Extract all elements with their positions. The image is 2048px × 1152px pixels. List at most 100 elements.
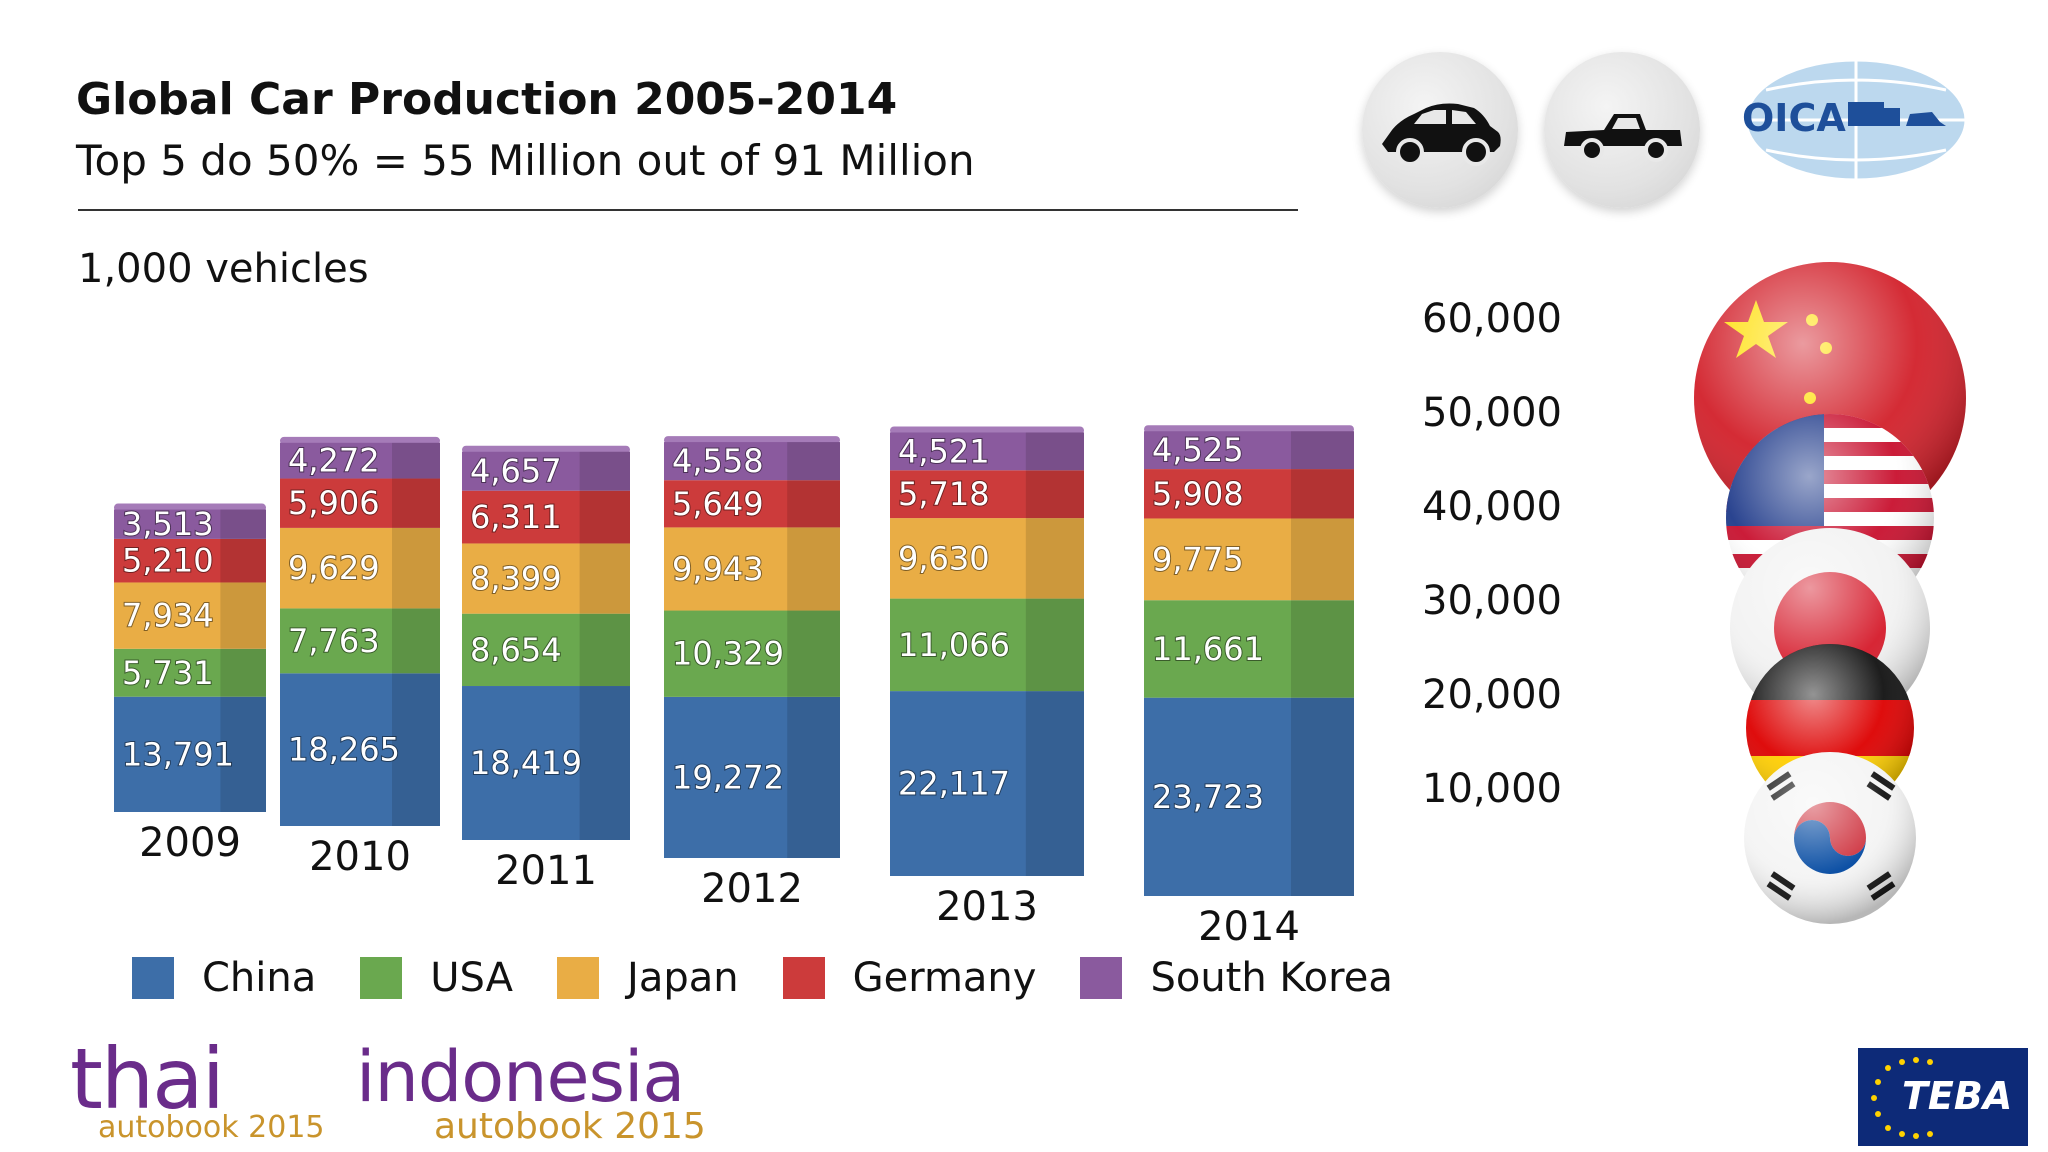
y-tick-60000: 60,000 <box>1422 296 1562 342</box>
bar-shade <box>1291 697 1354 896</box>
bar-label-japan-2012: 9,943 <box>672 550 764 588</box>
bar-label-japan-2014: 9,775 <box>1152 540 1244 578</box>
bar-label-china-2014: 23,723 <box>1152 778 1264 816</box>
country-flags <box>1694 262 1966 924</box>
bar-label-usa-2012: 10,329 <box>672 635 784 673</box>
car-icon <box>1362 52 1518 208</box>
legend-label: Germany <box>852 955 1037 1001</box>
legend-swatch <box>557 957 600 999</box>
bar-2012: 19,272 10,329 9,943 5,649 4,558 <box>664 436 840 858</box>
bar-shade <box>220 582 266 649</box>
bar-shade <box>220 648 266 697</box>
bar-shade <box>787 527 840 611</box>
bar-label-south-korea-2011: 4,657 <box>470 452 562 490</box>
chart-subtitle: Top 5 do 50% = 55 Million out of 91 Mill… <box>76 136 975 185</box>
bar-shade <box>1025 432 1084 471</box>
bar-shade <box>1025 691 1084 876</box>
bar-segment-usa-2010 <box>280 608 440 674</box>
bar-shade <box>579 543 630 614</box>
y-tick-10000: 10,000 <box>1422 766 1562 812</box>
title-divider <box>78 209 1298 211</box>
bar-label-germany-2011: 6,311 <box>470 498 562 536</box>
bar-label-china-2012: 19,272 <box>672 758 784 796</box>
bar-shade <box>787 696 840 858</box>
bar-shade <box>1025 518 1084 599</box>
bar-shade <box>392 478 440 528</box>
y-tick-50000: 50,000 <box>1422 390 1562 436</box>
bar-label-usa-2009: 5,731 <box>122 654 214 692</box>
bar-segment-usa-2009 <box>114 648 266 697</box>
bar-segment-germany-2014 <box>1144 469 1354 519</box>
thai-autobook-subtitle: autobook 2015 <box>98 1110 325 1145</box>
bar-segment-south-korea-2014 <box>1144 431 1354 470</box>
y-tick-30000: 30,000 <box>1422 578 1562 624</box>
bar-label-japan-2013: 9,630 <box>898 539 990 577</box>
bar-label-china-2011: 18,419 <box>470 744 582 782</box>
x-tick-2013: 2013 <box>936 884 1038 930</box>
bar-label-south-korea-2013: 4,521 <box>898 432 990 470</box>
y-tick-20000: 20,000 <box>1422 672 1562 718</box>
bar-2014: 23,723 11,661 9,775 5,908 4,525 <box>1144 425 1354 896</box>
bar-label-south-korea-2014: 4,525 <box>1152 431 1244 469</box>
bar-shade <box>1291 469 1354 519</box>
bar-label-japan-2011: 8,399 <box>470 560 562 598</box>
bar-segment-usa-2012 <box>664 610 840 697</box>
legend-item-japan: Japan <box>557 955 739 1001</box>
legend-swatch <box>360 957 403 999</box>
bar-shade <box>579 490 630 544</box>
legend-label: USA <box>430 955 514 1001</box>
legend-swatch <box>782 957 825 999</box>
bar-label-germany-2014: 5,908 <box>1152 475 1244 513</box>
legend-label: South Korea <box>1150 955 1393 1001</box>
bar-segment-japan-2013 <box>890 518 1084 599</box>
bar-label-china-2009: 13,791 <box>122 735 234 773</box>
bar-2011: 18,419 8,654 8,399 6,311 4,657 <box>462 445 630 840</box>
bar-label-usa-2010: 7,763 <box>288 622 380 660</box>
legend: China USA Japan Germany South Korea <box>132 955 1437 1001</box>
x-tick-2014: 2014 <box>1198 904 1300 950</box>
unit-label: 1,000 vehicles <box>78 246 369 292</box>
bar-label-south-korea-2012: 4,558 <box>672 442 764 480</box>
bar-segment-south-korea-2013 <box>890 432 1084 471</box>
bar-segment-germany-2012 <box>664 480 840 528</box>
bar-segment-china-2012 <box>664 696 840 858</box>
x-tick-2009: 2009 <box>139 820 241 866</box>
bar-label-germany-2013: 5,718 <box>898 475 990 513</box>
bar-shade <box>392 442 440 479</box>
bar-segment-japan-2012 <box>664 527 840 611</box>
bar-segment-japan-2014 <box>1144 518 1354 601</box>
chart-title: Global Car Production 2005-2014 <box>76 74 898 125</box>
bar-shade <box>392 527 440 609</box>
bar-shade <box>1025 470 1084 519</box>
bar-segment-china-2009 <box>114 696 266 812</box>
bar-label-usa-2013: 11,066 <box>898 626 1010 664</box>
bar-shade <box>1291 431 1354 470</box>
bar-shade <box>787 610 840 697</box>
bar-segment-south-korea-2011 <box>462 451 630 491</box>
x-tick-2011: 2011 <box>495 848 597 894</box>
bar-shade <box>220 696 266 812</box>
bar-shade <box>787 442 840 481</box>
legend-swatch <box>1080 957 1123 999</box>
bar-segment-germany-2013 <box>890 470 1084 519</box>
bar-segment-china-2013 <box>890 691 1084 876</box>
bar-label-china-2010: 18,265 <box>288 731 400 769</box>
legend-item-china: China <box>132 955 316 1001</box>
bar-segment-japan-2009 <box>114 582 266 649</box>
teba-logo-text: TEBA <box>1902 1074 2013 1118</box>
pickup-truck-icon <box>1544 52 1700 208</box>
bar-segment-germany-2010 <box>280 478 440 528</box>
indonesia-autobook-subtitle: autobook 2015 <box>434 1106 706 1147</box>
bar-segment-south-korea-2012 <box>664 442 840 481</box>
bar-2010: 18,265 7,763 9,629 5,906 4,272 <box>280 436 440 826</box>
bar-segment-usa-2013 <box>890 598 1084 692</box>
south-korea-flag-icon <box>1744 752 1916 924</box>
bar-label-south-korea-2010: 4,272 <box>288 442 380 480</box>
bar-shade <box>392 673 440 826</box>
bar-segment-usa-2011 <box>462 613 630 687</box>
bar-label-china-2013: 22,117 <box>898 765 1010 803</box>
y-tick-40000: 40,000 <box>1422 484 1562 530</box>
bar-shade <box>1291 600 1354 698</box>
